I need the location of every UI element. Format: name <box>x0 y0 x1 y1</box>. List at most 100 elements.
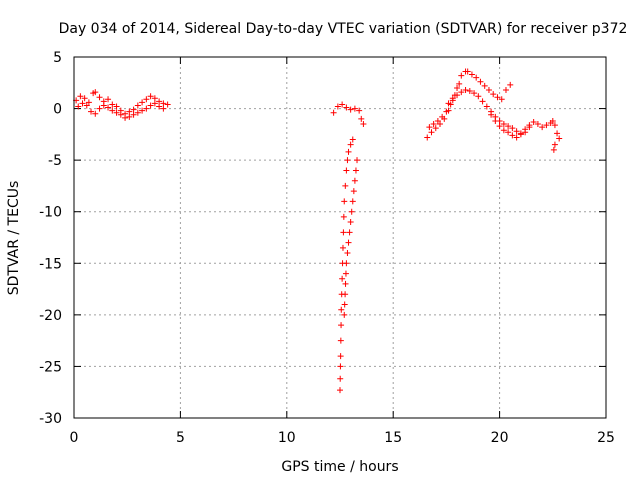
data-point <box>164 101 171 108</box>
series-arc-3-mid <box>445 87 533 138</box>
data-point <box>151 100 158 107</box>
data-point <box>341 301 348 308</box>
x-tick-label: 5 <box>176 430 185 446</box>
data-point <box>464 68 471 75</box>
data-point <box>483 103 490 110</box>
data-point <box>443 108 450 115</box>
data-point <box>139 107 146 114</box>
data-point <box>475 93 482 100</box>
data-point <box>348 208 355 215</box>
data-point <box>349 136 356 143</box>
y-tick-label: 0 <box>53 102 62 118</box>
data-point <box>360 121 367 128</box>
data-point <box>354 157 361 164</box>
data-point <box>92 110 99 117</box>
data-point <box>351 177 358 184</box>
data-point <box>100 102 107 109</box>
series-arc-2-top <box>330 101 367 128</box>
data-point <box>342 270 349 277</box>
data-point <box>358 115 365 122</box>
x-tick-label: 0 <box>70 430 79 446</box>
data-point <box>156 103 163 110</box>
data-point <box>160 105 167 112</box>
data-point <box>81 95 88 102</box>
data-point <box>432 125 439 132</box>
data-points <box>73 68 563 394</box>
data-point <box>330 109 337 116</box>
data-point <box>156 98 163 105</box>
data-point <box>134 109 141 116</box>
data-point <box>551 122 558 129</box>
data-point <box>526 122 533 129</box>
x-tick-label: 25 <box>597 430 615 446</box>
data-point <box>479 98 486 105</box>
data-point <box>481 82 488 89</box>
data-point <box>539 124 546 131</box>
x-tick-label: 20 <box>491 430 509 446</box>
data-point <box>477 78 484 85</box>
data-point <box>345 239 352 246</box>
data-point <box>122 114 129 121</box>
data-point <box>424 134 431 141</box>
y-tick-label: -10 <box>39 205 62 221</box>
data-point <box>343 260 350 267</box>
data-point <box>488 111 495 118</box>
x-tick-label: 10 <box>278 430 296 446</box>
data-point <box>462 87 469 94</box>
data-point <box>466 88 473 95</box>
data-point <box>113 103 120 110</box>
series-arc-2-descending-b <box>341 157 361 318</box>
data-point <box>88 108 95 115</box>
data-point <box>456 80 463 87</box>
data-point <box>554 130 561 137</box>
y-tick-label: -20 <box>39 308 62 324</box>
data-point <box>342 280 349 287</box>
data-point <box>500 121 507 128</box>
y-tick-label: 5 <box>53 50 62 66</box>
data-point <box>342 291 349 298</box>
data-point <box>458 72 465 79</box>
data-point <box>83 102 90 109</box>
series-arc-3-upper <box>464 68 514 103</box>
data-point <box>105 104 112 111</box>
series-arc-3-rise <box>424 68 469 141</box>
data-point <box>490 91 497 98</box>
x-tick-label: 15 <box>384 430 402 446</box>
data-point <box>352 167 359 174</box>
data-point <box>337 375 344 382</box>
data-point <box>96 94 103 101</box>
data-point <box>451 92 458 99</box>
data-point <box>454 84 461 91</box>
data-point <box>468 71 475 78</box>
data-point <box>522 126 529 133</box>
data-point <box>356 107 363 114</box>
data-point <box>139 99 146 106</box>
data-point <box>449 95 456 102</box>
data-point <box>151 95 158 102</box>
data-point <box>534 121 541 128</box>
data-point <box>341 311 348 318</box>
data-point <box>434 117 441 124</box>
data-point <box>505 123 512 130</box>
data-point <box>117 111 124 118</box>
data-point <box>471 90 478 97</box>
data-point <box>556 135 563 142</box>
data-point <box>147 102 154 109</box>
data-point <box>92 89 99 96</box>
data-point <box>344 249 351 256</box>
data-point <box>505 129 512 136</box>
data-point <box>337 387 343 394</box>
data-point <box>498 96 505 103</box>
y-tick-label: -30 <box>39 411 62 427</box>
data-point <box>426 124 433 131</box>
data-point <box>349 198 356 205</box>
data-point <box>509 132 516 139</box>
data-point <box>458 89 465 96</box>
data-point <box>334 103 341 110</box>
data-point <box>492 117 499 124</box>
data-point <box>342 182 349 189</box>
data-point <box>96 105 103 112</box>
series-arc-2-descending <box>337 136 356 394</box>
